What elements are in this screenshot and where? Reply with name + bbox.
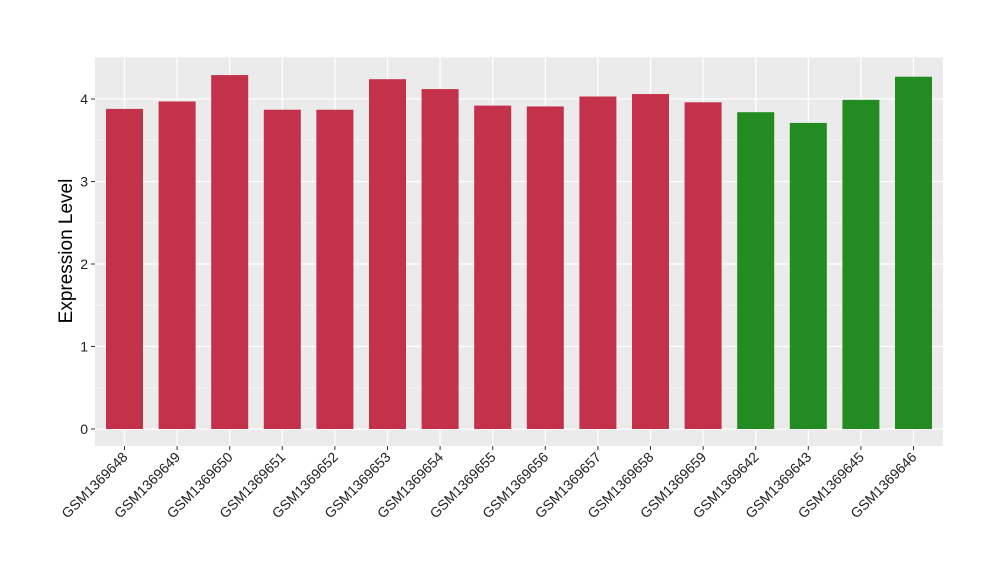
y-tick-label: 1 [80,339,88,355]
bar-GSM1369654 [421,89,459,429]
bar-GSM1369658 [632,94,669,430]
bar-GSM1369648 [106,108,143,430]
y-axis-title: Expression Level [56,179,77,324]
bar-GSM1369655 [474,105,512,429]
x-axis: GSM1369648GSM1369649GSM1369650GSM1369651… [58,446,920,521]
bar-GSM1369657 [579,96,617,430]
bar-GSM1369656 [526,106,564,430]
bar-GSM1369643 [789,122,827,430]
bar-GSM1369659 [684,102,722,430]
bar-GSM1369646 [895,76,932,429]
bar-GSM1369652 [316,109,354,429]
y-tick-label: 3 [80,174,88,190]
y-axis: 0 1 2 3 4 [80,91,95,437]
bars [106,75,932,430]
y-tick-label: 2 [80,256,88,272]
bar-GSM1369649 [158,101,196,429]
y-tick-label: 0 [80,421,88,437]
y-tick-label: 4 [80,91,88,107]
bar-GSM1369642 [737,112,775,429]
bar-GSM1369651 [263,109,301,429]
bar-GSM1369653 [369,79,406,429]
bar-GSM1369650 [211,75,249,429]
bar-GSM1369645 [842,99,880,429]
